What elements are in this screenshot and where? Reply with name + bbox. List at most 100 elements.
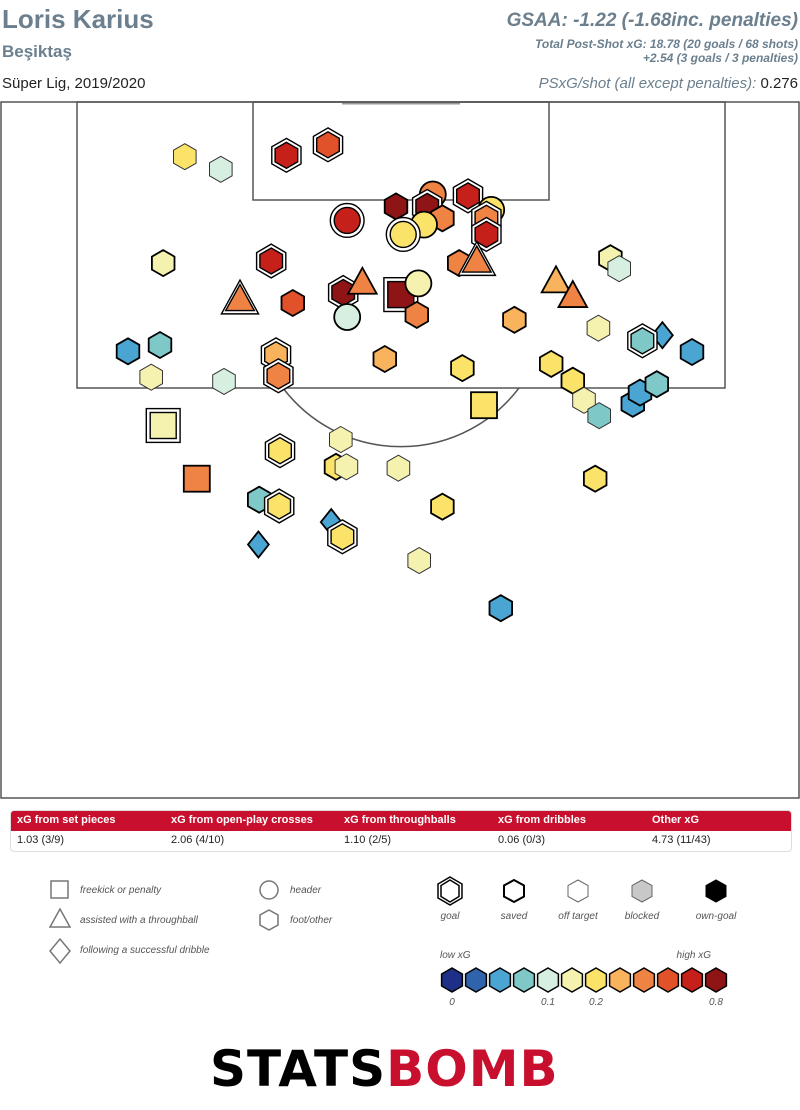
xg-value-set-pieces: 1.03 (3/9) — [17, 834, 65, 846]
shot-marker — [334, 453, 359, 481]
shot-marker — [115, 337, 141, 366]
shot-marker — [212, 367, 236, 395]
xg-header-throughballs: xG from throughballs — [344, 814, 456, 826]
shot-marker — [327, 274, 359, 311]
shot-marker — [255, 243, 287, 279]
scale-high-label: high xG — [677, 950, 712, 961]
shot-marker — [644, 370, 669, 399]
scale-swatch — [536, 967, 560, 993]
xg-value-throughballs: 1.10 (2/5) — [344, 834, 392, 846]
scale-swatch — [464, 967, 488, 993]
shot-marker — [271, 137, 302, 174]
own-goal-legend-icon — [705, 879, 727, 903]
legend-blocked: blocked — [625, 911, 660, 922]
scale-swatch — [656, 967, 680, 993]
scale-swatch — [608, 967, 632, 993]
scale-swatch — [704, 967, 728, 993]
xg-header-crosses: xG from open-play crosses — [171, 814, 313, 826]
shot-marker — [452, 178, 484, 214]
shot-marker — [450, 354, 475, 383]
shot-marker — [372, 344, 398, 374]
legend-throughball: assisted with a throughball — [80, 915, 199, 926]
shot-marker — [540, 264, 572, 294]
scale-swatch — [680, 967, 704, 993]
saved-legend-icon — [503, 878, 525, 904]
scale-tick-0: 0 — [449, 997, 455, 1008]
xg-value-other: 4.73 (11/43) — [652, 834, 711, 846]
shot-marker — [385, 216, 421, 252]
player-name: Loris Karius — [2, 4, 154, 34]
xg-header-dribbles: xG from dribbles — [498, 814, 587, 826]
scale-swatch — [584, 967, 608, 993]
psxg-total-stat: Total Post-Shot xG: 18.78 (20 goals / 68… — [535, 37, 798, 51]
shot-marker — [587, 402, 611, 430]
scale-tick-0-2: 0.2 — [589, 997, 603, 1008]
shot-marker — [329, 202, 365, 238]
shot-marker — [386, 454, 411, 482]
shot-marker — [607, 255, 631, 283]
shot-marker — [404, 300, 430, 329]
scale-swatch — [560, 967, 584, 993]
psxg-penalty-stat: +2.54 (3 goals / 3 penalties) — [642, 51, 798, 65]
legend-foot: foot/other — [290, 915, 333, 926]
shot-marker — [457, 240, 497, 277]
shot-marker — [182, 464, 211, 493]
shot-marker — [246, 530, 270, 559]
shot-marker — [209, 155, 233, 183]
freekick-legend-icon — [50, 880, 69, 899]
xg-value-crosses: 2.06 (4/10) — [171, 834, 225, 846]
scale-swatch — [632, 967, 656, 993]
shot-marker — [147, 330, 173, 360]
shot-marker — [263, 488, 295, 524]
psxg-per-shot-value: 0.276 — [760, 75, 798, 92]
gsaa-stat: GSAA: -1.22 (-1.68inc. penalties) — [506, 10, 798, 31]
legend-saved: saved — [501, 911, 528, 922]
shot-marker — [264, 432, 296, 469]
team-name: Beşiktaş — [2, 42, 72, 61]
logo-text-stats: STATS — [210, 1040, 387, 1098]
throughball-legend-icon — [48, 907, 72, 928]
legend-header: header — [290, 885, 322, 896]
shot-marker — [139, 363, 163, 391]
shot-marker — [583, 464, 608, 493]
psxg-per-shot: PSxG/shot (all except penalties): 0.276 — [539, 75, 798, 92]
shot-marker — [150, 249, 176, 278]
xg-color-scale — [440, 967, 728, 993]
shot-marker — [333, 303, 362, 331]
shot-map — [0, 101, 800, 799]
shot-marker — [383, 192, 409, 221]
scale-tick-0-1: 0.1 — [541, 997, 555, 1008]
legend-goal: goal — [441, 911, 461, 922]
logo-text-bomb: BOMB — [386, 1040, 559, 1098]
shot-marker — [327, 519, 358, 555]
xg-header-set-pieces: xG from set pieces — [17, 814, 116, 826]
shots-layer — [115, 127, 705, 623]
foot-legend-icon — [259, 909, 279, 931]
shot-marker — [404, 269, 433, 298]
shot-marker — [488, 594, 513, 623]
shot-marker — [407, 547, 431, 575]
shot-marker — [502, 305, 527, 334]
scale-tick-0-8: 0.8 — [709, 997, 723, 1008]
shot-marker — [145, 407, 181, 444]
shot-marker — [329, 425, 353, 454]
shot-marker — [263, 358, 294, 394]
shot-marker — [679, 337, 705, 367]
scale-swatch — [488, 967, 512, 993]
header-legend-icon — [259, 880, 279, 900]
legend-own-goal: own-goal — [696, 911, 737, 922]
shot-marker — [312, 127, 344, 163]
legend-dribble: following a successful dribble — [80, 945, 210, 956]
scale-swatch — [440, 967, 464, 993]
goal-legend-icon — [437, 876, 463, 906]
shot-marker — [430, 492, 455, 521]
psxg-per-shot-label: PSxG/shot (all except penalties): — [538, 75, 757, 92]
dribble-legend-icon — [49, 937, 71, 965]
shot-marker — [627, 323, 658, 359]
shot-marker — [220, 278, 260, 315]
xg-value-dribbles: 0.06 (0/3) — [498, 834, 546, 846]
scale-low-label: low xG — [440, 950, 471, 961]
legend: freekick or penalty assisted with a thro… — [48, 876, 737, 1008]
legend-off-target: off target — [558, 911, 599, 922]
shot-marker — [572, 386, 596, 414]
